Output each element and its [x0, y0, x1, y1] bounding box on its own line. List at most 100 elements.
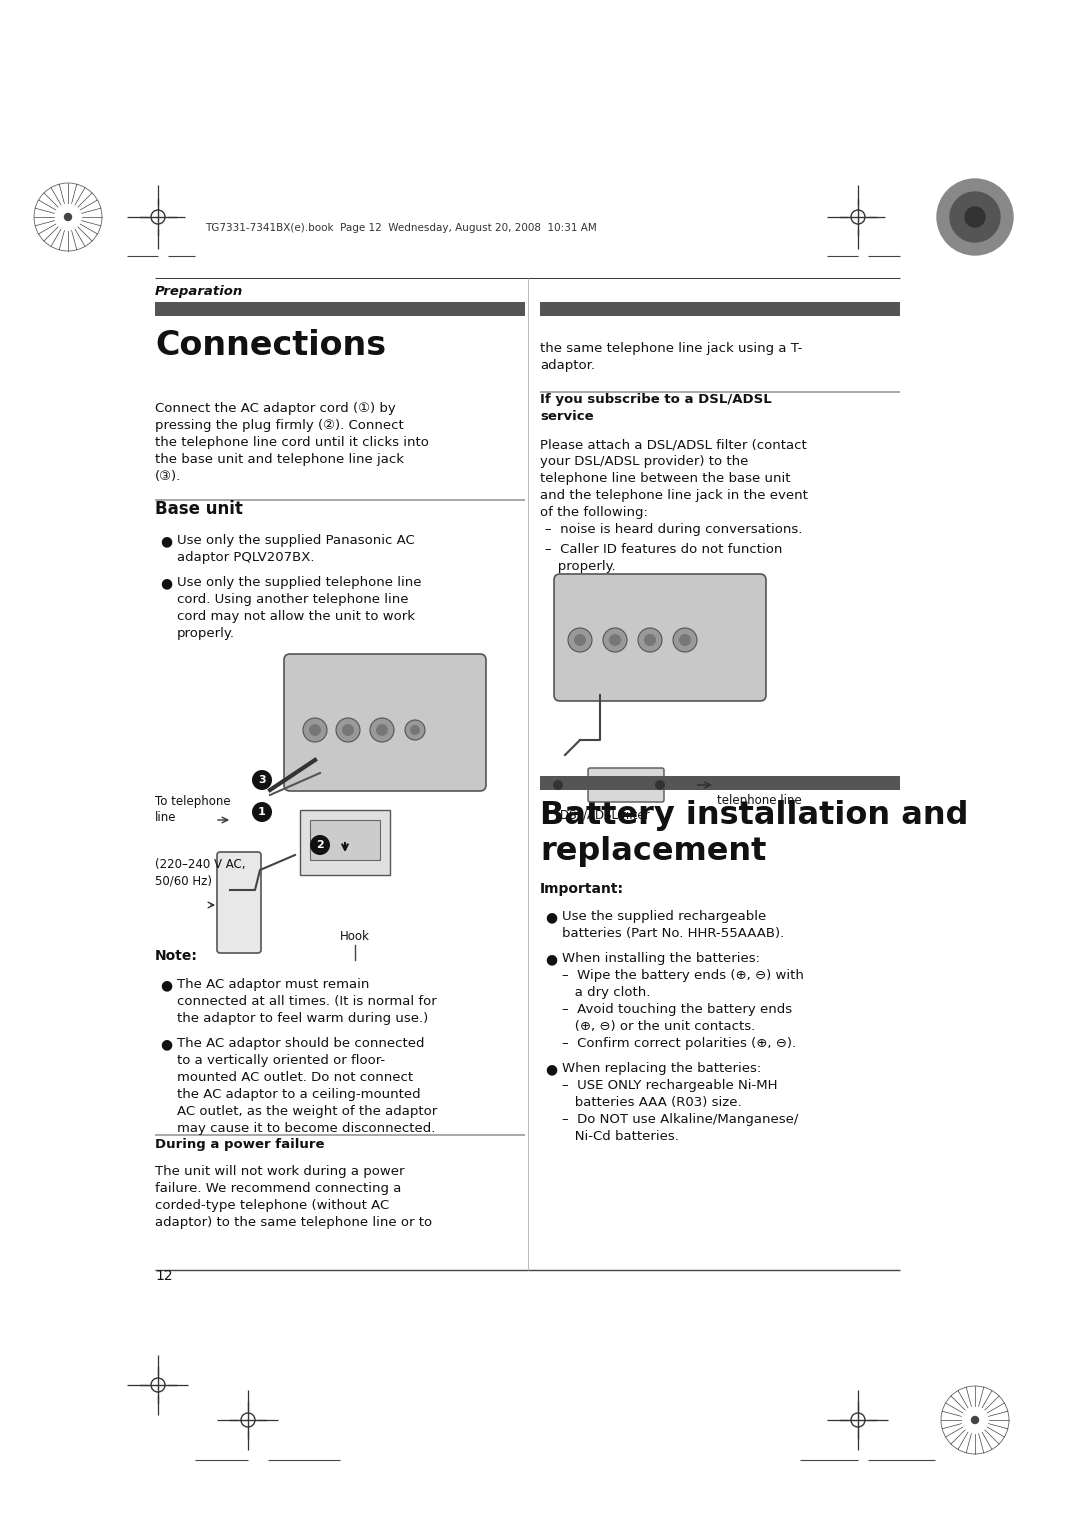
Text: The AC adaptor should be connected: The AC adaptor should be connected [177, 1038, 424, 1050]
FancyBboxPatch shape [217, 853, 261, 953]
Text: –  USE ONLY rechargeable Ni-MH: – USE ONLY rechargeable Ni-MH [562, 1079, 778, 1093]
Circle shape [303, 718, 327, 743]
Circle shape [252, 802, 272, 822]
Text: corded-type telephone (without AC: corded-type telephone (without AC [156, 1199, 389, 1212]
Text: and the telephone line jack in the event: and the telephone line jack in the event [540, 489, 808, 503]
Text: batteries AAA (R03) size.: batteries AAA (R03) size. [562, 1096, 742, 1109]
Text: batteries (Part No. HHR-55AAAB).: batteries (Part No. HHR-55AAAB). [562, 927, 784, 940]
Text: adaptor PQLV207BX.: adaptor PQLV207BX. [177, 552, 314, 564]
Text: –  noise is heard during conversations.: – noise is heard during conversations. [545, 523, 802, 536]
Text: TG7331-7341BX(e).book  Page 12  Wednesday, August 20, 2008  10:31 AM: TG7331-7341BX(e).book Page 12 Wednesday,… [205, 223, 597, 232]
Text: AC outlet, as the weight of the adaptor: AC outlet, as the weight of the adaptor [177, 1105, 437, 1118]
Text: Base unit: Base unit [156, 500, 243, 518]
Text: During a power failure: During a power failure [156, 1138, 324, 1151]
Text: the same telephone line jack using a T-: the same telephone line jack using a T- [540, 342, 802, 354]
Text: Use only the supplied Panasonic AC: Use only the supplied Panasonic AC [177, 533, 415, 547]
Circle shape [65, 214, 71, 220]
FancyBboxPatch shape [284, 654, 486, 792]
Text: the adaptor to feel warm during use.): the adaptor to feel warm during use.) [177, 1012, 429, 1025]
Text: 1: 1 [258, 807, 266, 817]
Text: Preparation: Preparation [156, 286, 243, 298]
Text: connected at all times. (It is normal for: connected at all times. (It is normal fo… [177, 995, 436, 1008]
Text: may cause it to become disconnected.: may cause it to become disconnected. [177, 1122, 435, 1135]
Text: If you subscribe to a DSL/ADSL: If you subscribe to a DSL/ADSL [540, 393, 772, 406]
Text: failure. We recommend connecting a: failure. We recommend connecting a [156, 1183, 402, 1195]
Text: Connections: Connections [156, 329, 387, 362]
Circle shape [410, 724, 420, 735]
Text: adaptor.: adaptor. [540, 359, 595, 371]
Bar [540, 303, 900, 316]
FancyBboxPatch shape [554, 575, 766, 701]
Text: Ni-Cd batteries.: Ni-Cd batteries. [562, 1131, 679, 1143]
Text: to a vertically oriented or floor-: to a vertically oriented or floor- [177, 1054, 386, 1067]
Text: –  Avoid touching the battery ends: – Avoid touching the battery ends [562, 1002, 792, 1016]
Text: –  Confirm correct polarities (⊕, ⊖).: – Confirm correct polarities (⊕, ⊖). [562, 1038, 796, 1050]
Text: ●: ● [545, 911, 557, 924]
Text: your DSL/ADSL provider) to the: your DSL/ADSL provider) to the [540, 455, 748, 468]
FancyBboxPatch shape [588, 769, 664, 802]
Text: replacement: replacement [540, 836, 767, 866]
Text: Connect the AC adaptor cord (①) by: Connect the AC adaptor cord (①) by [156, 402, 395, 416]
Text: (220–240 V AC,
50/60 Hz): (220–240 V AC, 50/60 Hz) [156, 859, 245, 886]
Text: ●: ● [545, 1062, 557, 1076]
Circle shape [310, 834, 330, 856]
Circle shape [342, 724, 354, 736]
Circle shape [638, 628, 662, 652]
Circle shape [972, 1416, 978, 1424]
Text: –  Wipe the battery ends (⊕, ⊖) with: – Wipe the battery ends (⊕, ⊖) with [562, 969, 804, 983]
Text: To telephone
line: To telephone line [156, 795, 231, 824]
Text: Use the supplied rechargeable: Use the supplied rechargeable [562, 911, 766, 923]
Text: mounted AC outlet. Do not connect: mounted AC outlet. Do not connect [177, 1071, 414, 1083]
Text: Please attach a DSL/ADSL filter (contact: Please attach a DSL/ADSL filter (contact [540, 439, 807, 451]
Circle shape [950, 193, 1000, 241]
Text: When replacing the batteries:: When replacing the batteries: [562, 1062, 761, 1076]
Text: the AC adaptor to a ceiling-mounted: the AC adaptor to a ceiling-mounted [177, 1088, 420, 1102]
Text: (③).: (③). [156, 471, 181, 483]
Circle shape [609, 634, 621, 646]
Text: Note:: Note: [156, 949, 198, 963]
Text: 2: 2 [316, 840, 324, 850]
Text: ●: ● [160, 533, 172, 549]
Circle shape [252, 770, 272, 790]
Text: of the following:: of the following: [540, 506, 648, 520]
Circle shape [966, 206, 985, 228]
Text: ●: ● [160, 978, 172, 992]
Text: ●: ● [160, 1038, 172, 1051]
Text: –  Caller ID features do not function: – Caller ID features do not function [545, 542, 782, 556]
Text: –  Do NOT use Alkaline/Manganese/: – Do NOT use Alkaline/Manganese/ [562, 1112, 798, 1126]
Text: cord. Using another telephone line: cord. Using another telephone line [177, 593, 408, 607]
Text: When installing the batteries:: When installing the batteries: [562, 952, 760, 966]
Text: telephone line between the base unit: telephone line between the base unit [540, 472, 791, 484]
Text: the telephone line cord until it clicks into: the telephone line cord until it clicks … [156, 435, 429, 449]
Text: a dry cloth.: a dry cloth. [562, 986, 650, 999]
Circle shape [941, 1386, 1009, 1455]
Circle shape [644, 634, 656, 646]
Circle shape [573, 634, 586, 646]
Text: ●: ● [160, 576, 172, 590]
Circle shape [603, 628, 627, 652]
Circle shape [309, 724, 321, 736]
Text: Important:: Important: [540, 882, 624, 895]
Circle shape [336, 718, 360, 743]
Circle shape [937, 179, 1013, 255]
Bar [310, 821, 380, 860]
Text: DSL/ADSL filter: DSL/ADSL filter [561, 808, 650, 821]
Text: adaptor) to the same telephone line or to: adaptor) to the same telephone line or t… [156, 1216, 432, 1229]
Bar [540, 776, 900, 790]
Circle shape [568, 628, 592, 652]
Circle shape [654, 779, 665, 790]
Text: Hook: Hook [340, 931, 370, 943]
Circle shape [33, 183, 102, 251]
Circle shape [376, 724, 388, 736]
Text: 3: 3 [258, 775, 266, 785]
Circle shape [370, 718, 394, 743]
Bar [300, 810, 390, 876]
Text: The unit will not work during a power: The unit will not work during a power [156, 1164, 405, 1178]
Text: The AC adaptor must remain: The AC adaptor must remain [177, 978, 369, 992]
Text: Battery installation and: Battery installation and [540, 801, 969, 831]
Circle shape [673, 628, 697, 652]
Text: service: service [540, 410, 594, 423]
Circle shape [553, 779, 563, 790]
Text: the base unit and telephone line jack: the base unit and telephone line jack [156, 452, 404, 466]
Text: (⊕, ⊖) or the unit contacts.: (⊕, ⊖) or the unit contacts. [562, 1021, 755, 1033]
